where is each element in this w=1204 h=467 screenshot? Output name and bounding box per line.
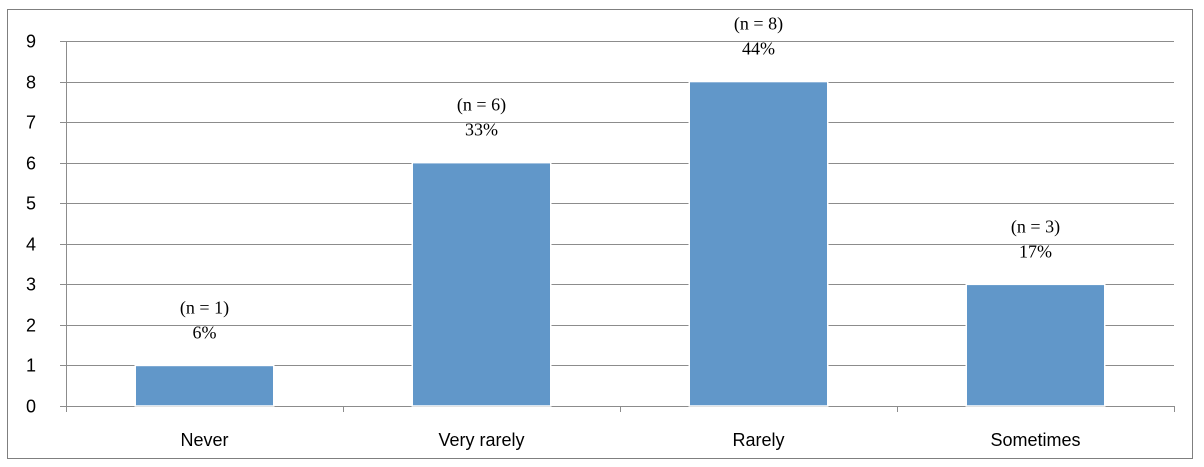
y-tick-label-4: 4 <box>26 235 36 255</box>
data-label-2-1: 44% <box>742 39 775 59</box>
bar-chart: 0 1 2 3 4 5 6 7 8 9 Never (n = 1) 6% Very rarely (n = … <box>26 14 1175 450</box>
y-tick-label-5: 5 <box>26 194 36 214</box>
y-tick-label-3: 3 <box>26 275 36 295</box>
x-tick-label-0: Never <box>180 430 228 450</box>
chart-frame: 0 1 2 3 4 5 6 7 8 9 Never (n = 1) 6% Very rarely (n = … <box>7 9 1193 459</box>
x-tick-label-3: Sometimes <box>990 430 1080 450</box>
data-label-0-1: 6% <box>193 322 217 342</box>
bar-never <box>134 364 275 407</box>
data-label-1-1: 33% <box>465 120 498 140</box>
labels: 0 1 2 3 4 5 6 7 8 9 Never (n = 1) 6% Very rarely (n = … <box>26 14 1081 450</box>
bars <box>134 80 1106 407</box>
y-tick-label-8: 8 <box>26 73 36 93</box>
y-tick-label-1: 1 <box>26 356 36 376</box>
data-label-3-1: 17% <box>1019 241 1052 261</box>
x-tick-label-1: Very rarely <box>438 430 524 450</box>
gridlines <box>66 41 1174 366</box>
data-label-0-0: (n = 1) <box>180 297 229 318</box>
bar-rarely <box>688 80 829 407</box>
data-label-1-0: (n = 6) <box>457 95 506 116</box>
bar-very-rarely <box>411 161 552 407</box>
y-tick-label-2: 2 <box>26 316 36 336</box>
data-label-2-0: (n = 8) <box>734 14 783 35</box>
x-tick-label-2: Rarely <box>732 430 784 450</box>
data-label-3-0: (n = 3) <box>1011 216 1060 237</box>
y-tick-label-0: 0 <box>26 397 36 417</box>
bar-sometimes <box>965 283 1106 407</box>
y-tick-label-9: 9 <box>26 32 36 52</box>
y-tick-label-6: 6 <box>26 154 36 174</box>
y-tick-label-7: 7 <box>26 113 36 133</box>
